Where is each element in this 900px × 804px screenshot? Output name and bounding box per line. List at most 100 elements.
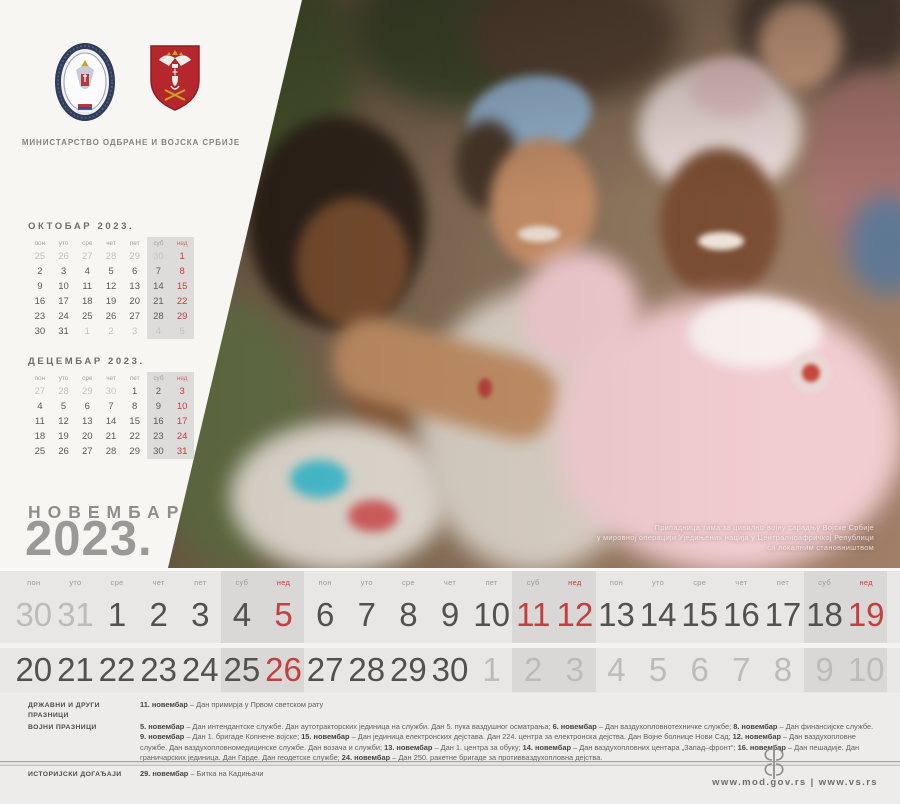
- main-day-cell: 7: [732, 651, 751, 688]
- main-calendar-header: пон уто сре чет пет суб нед пон уто сре чет пет суб н…: [0, 571, 900, 591]
- serbian-cross-ornament-icon: [764, 745, 784, 779]
- main-day-cell: 22: [98, 651, 136, 688]
- mini-day-cell: 29: [81, 386, 93, 397]
- mini-day-cell: 23: [34, 311, 46, 322]
- mini-calendar-title: ОКТОБАР 2023.: [28, 221, 135, 232]
- mini-day-cell: 19: [58, 431, 69, 442]
- mini-day-cell: 26: [58, 251, 69, 262]
- main-day-cell: 2: [149, 596, 168, 633]
- holidays-lines-military: 5. новембар – Дан интендантске службе. Д…: [140, 722, 882, 764]
- main-day-header: суб: [803, 571, 846, 591]
- main-day-cell: 6: [315, 596, 335, 633]
- holidays-block: ДРЖАВНИ И ДРУГИ ПРАЗНИЦИ 11. новембар – …: [28, 700, 882, 781]
- mini-day-header: чет: [106, 240, 116, 247]
- photo-shirt-print: [290, 460, 348, 498]
- month-name: НОВЕМБАР: [28, 502, 186, 522]
- mini-day-cell: 17: [170, 414, 194, 429]
- ministry-of-defence-emblem-icon: [55, 43, 115, 121]
- mini-day-cell: 31: [58, 326, 69, 337]
- mini-day-cell: 28: [105, 251, 117, 262]
- mini-day-cell: 27: [81, 251, 93, 262]
- main-day-cell: 30: [15, 596, 53, 633]
- mini-day-cell: 8: [170, 264, 194, 279]
- caption-line: у мировној операцији Уједињених нација у…: [596, 533, 874, 542]
- mini-day-cell: 21: [105, 431, 117, 442]
- mini-day-cell: 28: [105, 446, 117, 457]
- mini-day-cell: 11: [82, 281, 93, 292]
- photo-girl-shirt: [230, 422, 448, 568]
- main-day-cell: 12: [554, 591, 596, 643]
- mini-day-cell: 12: [58, 416, 69, 427]
- main-day-cell: 15: [681, 596, 719, 633]
- main-calendar-row-1: 30 31 1 2 3 4 5 6 7 8 9 10 11 12 13 14 15 16 17 18 19: [0, 591, 900, 643]
- main-day-cell: 1: [107, 596, 127, 633]
- mini-day-cell: 21: [146, 294, 171, 309]
- main-day-cell: 24: [181, 651, 219, 688]
- main-day-cell: 5: [648, 651, 668, 688]
- mini-day-cell: 30: [146, 249, 171, 264]
- mini-calendar-october: ОКТОБАР 2023. пон уто сре чет пет суб нед 25 26 2…: [28, 221, 194, 339]
- main-day-cell: 30: [431, 651, 469, 688]
- row-gap: [0, 643, 900, 648]
- main-calendar-row-2: 20 21 22 23 24 25 26 27 28 29 30 1 2 3 4 5 6 7 8 9 10: [0, 648, 900, 692]
- footer-section: ДРЖАВНИ И ДРУГИ ПРАЗНИЦИ 11. новембар – …: [0, 693, 900, 804]
- mini-day-cell: 18: [34, 431, 46, 442]
- mini-day-cell: 25: [81, 311, 93, 322]
- mini-day-cell: 20: [129, 296, 140, 307]
- photo-caption: Припадница тима за цивилно-војну сарадњу…: [444, 523, 874, 553]
- holiday-line: 9. новембар – Дан 1. бригаде Копнене вој…: [140, 732, 856, 742]
- main-day-cell: 26: [262, 648, 305, 692]
- photo-smile: [518, 226, 560, 242]
- mini-day-cell: 5: [170, 324, 194, 339]
- mini-day-header: нед: [170, 372, 194, 384]
- main-day-cell: 19: [845, 591, 887, 643]
- mini-day-cell: 7: [146, 264, 171, 279]
- main-day-header: чет: [735, 578, 748, 587]
- mini-day-header: чет: [106, 375, 116, 382]
- mini-day-cell: 3: [60, 266, 67, 277]
- mini-day-cell: 22: [170, 294, 194, 309]
- serbian-army-coat-of-arms-icon: [150, 45, 200, 111]
- mini-day-cell: 11: [34, 416, 45, 427]
- mini-calendar-grid: пон уто сре чет пет суб нед 27 28 29 30 1 2 3 4 5 6 7 8 9 10…: [28, 372, 194, 459]
- main-day-cell: 9: [440, 596, 460, 633]
- holidays-lines-state: 11. новембар – Дан примирја у Првом свет…: [140, 700, 882, 722]
- mini-day-cell: 9: [37, 281, 43, 292]
- holiday-line: 29. новембар – Битка на Кадињачи: [140, 769, 264, 779]
- mini-day-cell: 4: [37, 401, 43, 412]
- mini-day-cell: 13: [81, 416, 93, 427]
- main-day-cell: 9: [803, 648, 846, 692]
- photo-smile: [698, 232, 744, 250]
- main-day-cell: 21: [57, 651, 94, 688]
- main-day-cell: 3: [191, 596, 210, 633]
- main-day-cell: 23: [140, 651, 178, 688]
- main-day-cell: 4: [221, 591, 263, 643]
- mini-day-cell: 7: [108, 401, 114, 412]
- photo-peacekeeper-face: [490, 138, 596, 268]
- mini-day-cell: 31: [170, 444, 194, 459]
- footer-rule: [0, 761, 900, 766]
- mini-day-cell: 29: [129, 251, 140, 262]
- mini-day-cell: 28: [146, 309, 171, 324]
- ministry-title: МИНИСТАРСТВО ОДБРАНЕ И ВОЈСКА СРБИЈЕ: [21, 138, 241, 147]
- mini-day-cell: 27: [129, 311, 140, 322]
- main-day-header: пет: [194, 578, 207, 587]
- mini-day-cell: 27: [34, 386, 46, 397]
- holidays-label-history: ИСТОРИЈСКИ ДОГАЂАЈИ: [28, 771, 122, 779]
- main-day-cell: 8: [773, 651, 793, 688]
- mini-day-cell: 9: [146, 399, 171, 414]
- main-day-header: чет: [443, 578, 457, 587]
- mini-day-cell: 3: [132, 326, 138, 337]
- main-day-cell: 10: [473, 596, 510, 633]
- mini-day-cell: 19: [105, 296, 117, 307]
- mini-day-cell: 24: [58, 311, 69, 322]
- mini-calendar-december: ДЕЦЕМБАР 2023. пон уто сре чет пет суб нед 27 28…: [28, 356, 194, 459]
- mini-day-cell: 16: [146, 414, 171, 429]
- main-day-header: уто: [360, 578, 373, 587]
- mini-day-cell: 15: [129, 416, 140, 427]
- mini-day-cell: 4: [146, 324, 171, 339]
- mini-day-cell: 12: [105, 281, 117, 292]
- mini-day-cell: 20: [81, 431, 93, 442]
- mini-day-cell: 26: [105, 311, 117, 322]
- mini-day-cell: 27: [81, 446, 93, 457]
